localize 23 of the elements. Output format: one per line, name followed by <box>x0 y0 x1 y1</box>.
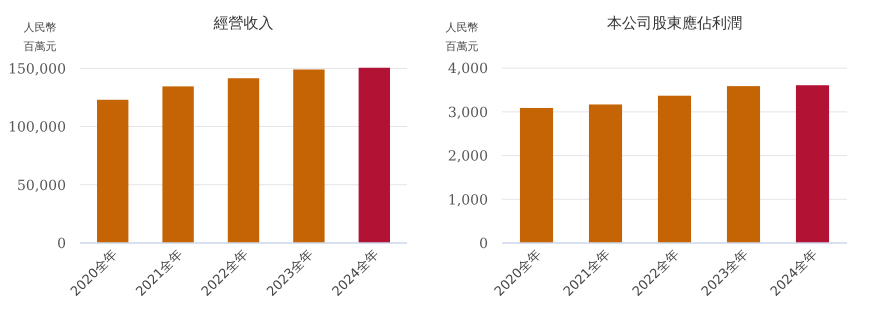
bar <box>97 100 128 243</box>
y-tick-label: 0 <box>57 236 66 252</box>
y-axis-title: 人民幣百萬元 <box>24 21 56 53</box>
y-tick-label: 3,000 <box>448 104 488 121</box>
y-tick-label: 1,000 <box>448 192 488 208</box>
bar <box>726 86 760 243</box>
bar <box>588 104 622 243</box>
bar <box>228 78 260 243</box>
y-tick-label: 50,000 <box>17 178 66 194</box>
y-axis-title: 人民幣百萬元 <box>446 21 478 53</box>
bar <box>520 108 554 243</box>
y-tick-label: 150,000 <box>8 61 66 78</box>
bar <box>162 86 194 243</box>
bar <box>358 68 390 243</box>
y-tick-label: 0 <box>479 236 488 252</box>
bar <box>293 69 325 243</box>
y-tick-label: 2,000 <box>448 148 488 165</box>
y-tick-label: 100,000 <box>8 120 66 136</box>
bar <box>658 96 692 243</box>
chart-title: 本公司股東應佔利潤 <box>607 14 742 32</box>
bar <box>796 85 830 243</box>
chart-title: 經營收入 <box>212 14 274 32</box>
y-tick-label: 4,000 <box>448 61 488 78</box>
